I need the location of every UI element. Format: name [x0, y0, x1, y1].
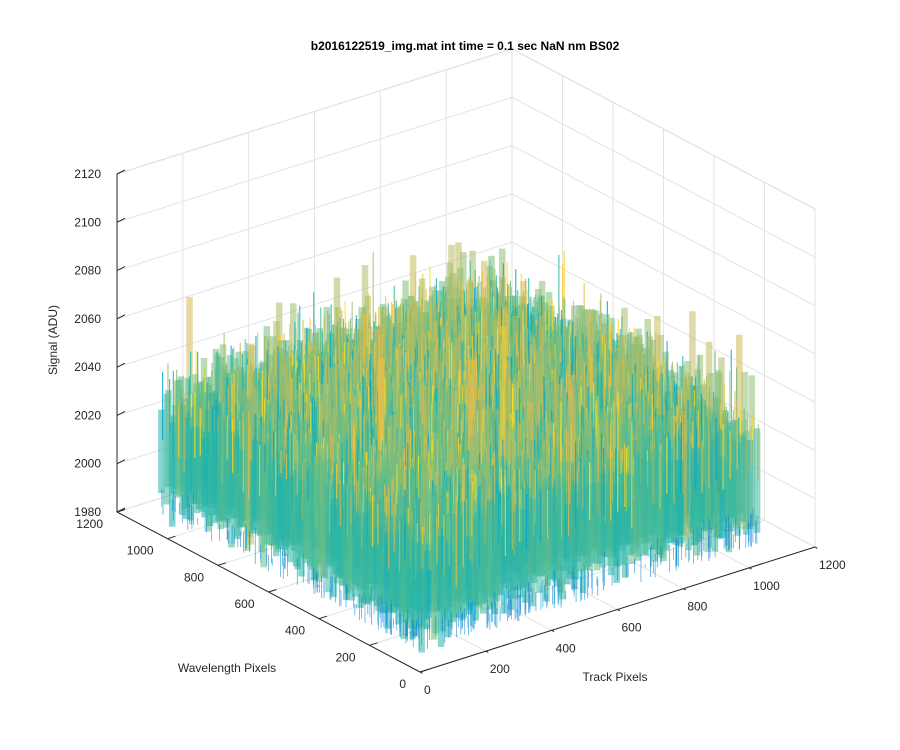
- side-wall-grid-z: [511, 193, 816, 355]
- side-wall-grid-z: [511, 145, 816, 307]
- back-wall-grid-z: [116, 193, 513, 320]
- surface-mesh: [158, 242, 761, 653]
- back-wall-grid-z: [116, 145, 513, 272]
- back-wall-grid-z: [116, 241, 513, 368]
- side-wall-grid-z: [511, 48, 816, 210]
- side-wall-grid-z: [511, 96, 816, 258]
- back-wall-grid-z: [116, 96, 513, 223]
- back-wall-grid-z: [116, 48, 513, 175]
